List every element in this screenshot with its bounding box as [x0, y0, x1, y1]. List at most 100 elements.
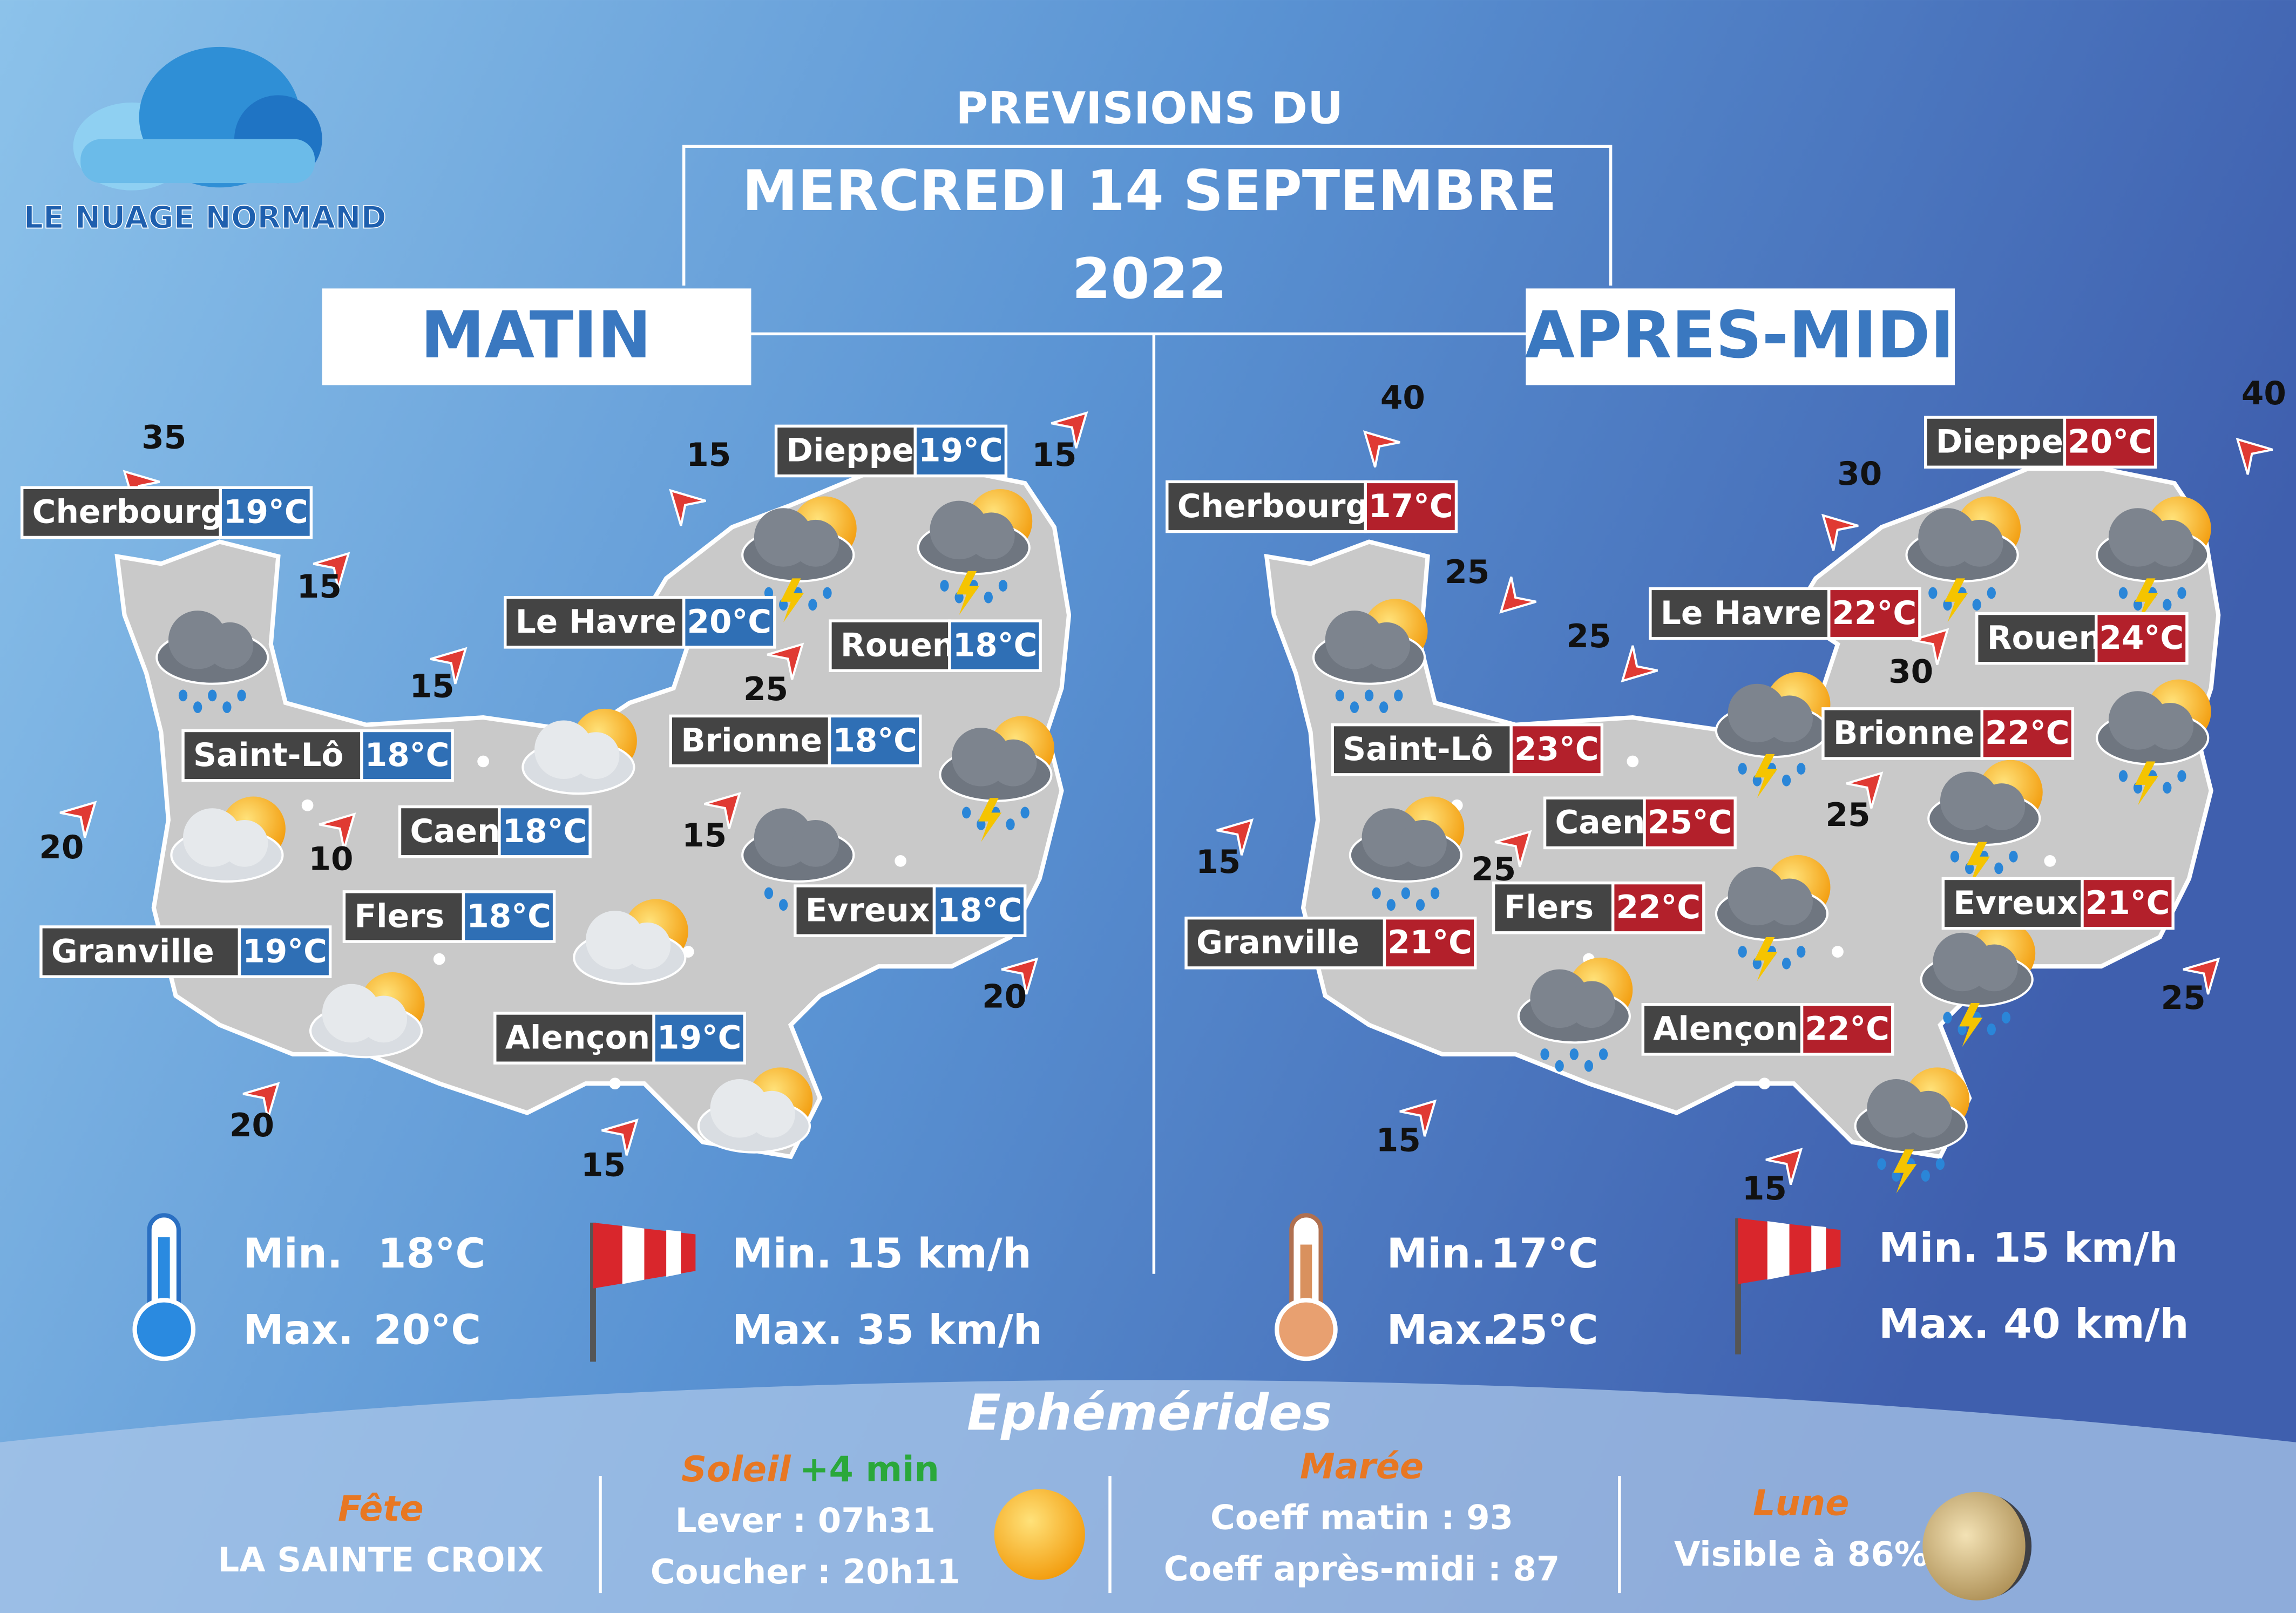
weather-icon	[1715, 672, 1831, 798]
city-name: Caen	[1555, 804, 1645, 842]
header-year: 2022	[1072, 247, 1227, 311]
lightning	[2135, 578, 2159, 622]
city-name: Flers	[1504, 889, 1594, 926]
city-temp: 20°C	[687, 604, 771, 641]
wind-arrow	[1499, 577, 1536, 614]
city-name: Flers	[354, 898, 444, 935]
city-temp: 24°C	[2099, 620, 2184, 657]
lightning	[1966, 842, 1990, 886]
city-name-box	[20, 486, 222, 539]
rain-drop	[1599, 1048, 1608, 1060]
wind-speed: 10	[308, 841, 353, 878]
weather-icon	[1312, 599, 1428, 713]
rain-drop	[1555, 1060, 1564, 1072]
tide-label: Marée	[1300, 1447, 1424, 1487]
rain-drop	[1738, 763, 1747, 775]
wind-speed: 15	[581, 1147, 626, 1184]
city-label: Granville 19°C	[39, 925, 332, 978]
panel-title-box	[322, 288, 751, 385]
wind-max: Max. 35 km/h	[732, 1306, 1042, 1353]
lightning	[2135, 761, 2159, 805]
wind-speed: 25	[743, 671, 788, 708]
city-temp: 18°C	[466, 898, 551, 935]
lightning	[1945, 578, 1968, 622]
city-label: Saint-Lô 18°C	[181, 729, 454, 782]
temp-min-label: Min.	[1387, 1230, 1487, 1277]
tide-afternoon: Coeff après-midi : 87	[1164, 1549, 1560, 1588]
city-name-box	[669, 714, 831, 768]
cloud	[624, 922, 671, 970]
city-temp-box	[238, 925, 332, 978]
city-dot	[1832, 946, 1844, 958]
city-temp-box	[2081, 877, 2175, 930]
rain-drop	[962, 807, 971, 819]
rain-drop	[1935, 1158, 1945, 1170]
cloud	[360, 995, 408, 1043]
city-temp-box	[1800, 1003, 1894, 1056]
cloud	[1568, 981, 1615, 1028]
city-temp-box	[682, 595, 776, 649]
rain-drop	[940, 580, 949, 592]
city-name: Evreux	[1953, 885, 2077, 922]
wind-arrow	[669, 489, 707, 526]
wind-speed: 30	[1837, 456, 1882, 493]
weather-icon	[1517, 957, 1633, 1072]
rain-drop	[1386, 899, 1396, 911]
windsock-icon	[590, 1222, 696, 1362]
sun-icon	[994, 1489, 1085, 1580]
rain-drop	[237, 689, 246, 702]
rain-drop	[2118, 770, 2128, 782]
wind-speed: 25	[1825, 797, 1870, 834]
city-label: Brionne 18°C	[669, 714, 922, 768]
wind-speed: 25	[1445, 554, 1489, 591]
rain-drop	[823, 587, 832, 599]
city-name: Rouen	[841, 627, 955, 664]
wind-speed: 40	[2241, 375, 2286, 412]
weather-icon	[697, 1067, 813, 1154]
wind-arrow	[242, 1082, 280, 1119]
wind-min: Min. 15 km/h	[732, 1230, 1031, 1277]
city-name-box	[1331, 723, 1513, 776]
rain-drop	[1569, 1048, 1579, 1060]
cloud	[1978, 783, 2026, 830]
lightning	[1893, 1149, 1917, 1194]
cloud	[792, 819, 839, 867]
city-temp-box	[1383, 916, 1477, 970]
panel-title: MATIN	[421, 298, 652, 373]
rain-drop	[1394, 689, 1403, 702]
city-temp-box	[948, 619, 1042, 673]
city-name-box	[1641, 1003, 1804, 1056]
temp-min: 18°C	[378, 1230, 485, 1277]
temp-min-label: Min.	[243, 1230, 343, 1277]
weather-icon	[309, 972, 425, 1059]
rain-drop	[1738, 946, 1747, 958]
wind-speed: 35	[141, 419, 186, 456]
city-label: Flers 18°C	[342, 890, 556, 943]
city-temp: 19°C	[657, 1019, 742, 1056]
city-temp: 23°C	[1514, 731, 1599, 768]
rain-drop	[1415, 899, 1425, 911]
city-name: Le Havre	[516, 604, 676, 641]
wind-arrow	[1821, 513, 1859, 551]
city-name: Saint-Lô	[193, 737, 343, 774]
city-label: Caen 25°C	[1543, 796, 1737, 850]
cloud	[1363, 622, 1411, 669]
city-name: Caen	[410, 813, 500, 850]
city-temp: 18°C	[937, 892, 1022, 929]
city-temp: 22°C	[1832, 595, 1917, 632]
thermometer-icon	[1275, 1213, 1338, 1361]
thermometer-icon	[132, 1213, 196, 1361]
rain-drop	[2009, 850, 2018, 863]
cloud	[1400, 819, 1447, 867]
wind-speed: 40	[1380, 379, 1425, 417]
wind-arrow	[1846, 771, 1884, 809]
cloud	[206, 622, 254, 669]
rain-drop	[1943, 1012, 1952, 1024]
weather-icon	[521, 708, 637, 795]
city-label: Caen 18°C	[398, 805, 592, 858]
wind-arrow	[1051, 411, 1088, 449]
city-name: Le Havre	[1661, 595, 1821, 632]
feast-name: LA SAINTE CROIX	[218, 1540, 544, 1580]
